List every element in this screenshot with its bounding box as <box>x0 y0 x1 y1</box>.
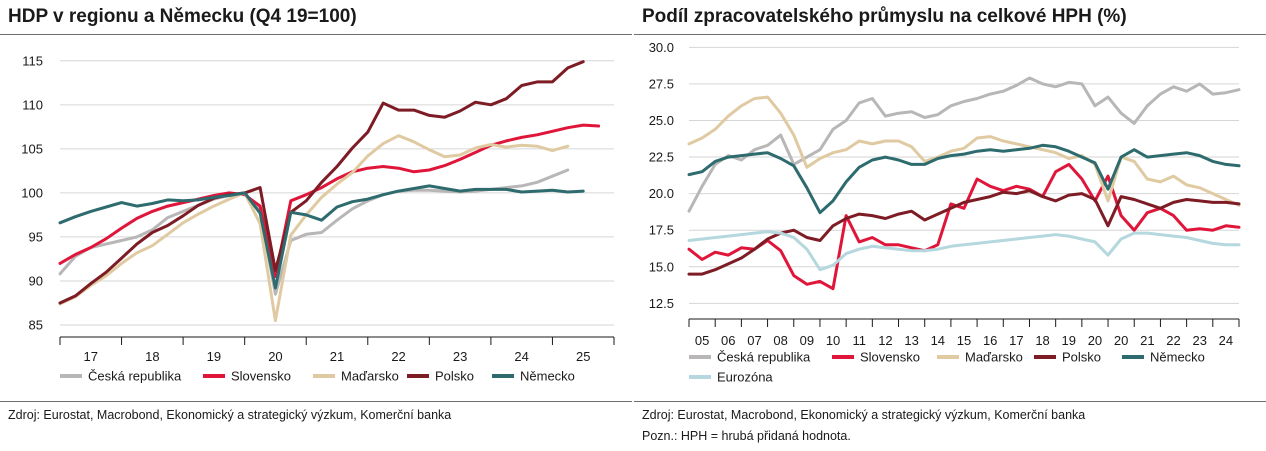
x-tick-label: 14 <box>931 333 945 348</box>
legend-label: Česká republika <box>88 369 182 384</box>
x-tick-label: 23 <box>453 349 467 364</box>
x-tick-label: 23 <box>1192 333 1206 348</box>
right-line-chart: 12.5 15.0 17.5 20.0 22.5 25.0 27.5 30.0 05 06 07 08… <box>649 40 1241 385</box>
y-tick-label: 15.0 <box>649 259 674 274</box>
series-line <box>58 123 601 279</box>
x-tick-label: 09 <box>800 333 814 348</box>
x-tick-label: 07 <box>747 333 761 348</box>
x-tick-label: 19 <box>207 349 221 364</box>
x-tick-label: 16 <box>983 333 997 348</box>
y-tick-label: 90 <box>29 273 43 288</box>
x-tick-label: 20 <box>268 349 282 364</box>
x-tick-label: 11 <box>852 333 866 348</box>
x-tick-label: 13 <box>904 333 918 348</box>
x-tick-label: 24 <box>514 349 528 364</box>
legend-label: Polsko <box>435 369 474 384</box>
legend-label: Slovensko <box>860 350 920 365</box>
series-line <box>687 76 1241 213</box>
x-tick-label: 20 <box>1088 333 1102 348</box>
series-line <box>58 134 570 323</box>
legend-label: Slovensko <box>231 369 291 384</box>
left-source-text: Zdroj: Eurostat, Macrobond, Ekonomický a… <box>8 408 452 422</box>
series-line <box>687 230 1241 272</box>
x-tick-label: 22 <box>1166 333 1180 348</box>
right-chart-title: Podíl zpracovatelského průmyslu na celko… <box>642 6 1127 27</box>
x-tick-label: 10 <box>826 333 840 348</box>
right-bottom-divider <box>634 401 1266 402</box>
right-source-text: Zdroj: Eurostat, Macrobond, Ekonomický a… <box>642 408 1086 422</box>
legend-label: Německo <box>520 369 575 384</box>
y-tick-label: 12.5 <box>649 296 674 311</box>
x-tick-label: 20 <box>1114 333 1128 348</box>
y-tick-label: 95 <box>29 229 43 244</box>
left-chart-panel: HDP v regionu a Německu (Q4 19=100) 85 90… <box>0 0 632 451</box>
x-tick-label: 25 <box>576 349 590 364</box>
left-line-chart: 85 90 95 100 105 110 115 17 18 19 20 21 22 23 24 25 Česk… <box>21 53 615 384</box>
left-chart-title: HDP v regionu a Německu (Q4 19=100) <box>8 6 357 27</box>
series-line <box>58 184 585 290</box>
left-title-divider <box>0 34 632 35</box>
y-tick-label: 105 <box>21 141 43 156</box>
legend-label: Maďarsko <box>965 350 1023 365</box>
legend-label: Polsko <box>1062 350 1101 365</box>
x-tick-label: 05 <box>695 333 709 348</box>
y-tick-label: 100 <box>21 185 43 200</box>
x-tick-label: 18 <box>145 349 159 364</box>
y-tick-label: 85 <box>29 318 43 333</box>
y-tick-label: 22.5 <box>649 150 674 165</box>
x-tick-label: 19 <box>1062 333 1076 348</box>
series-line <box>687 162 1241 291</box>
right-chart-panel: Podíl zpracovatelského průmyslu na celko… <box>634 0 1266 451</box>
legend-label: Maďarsko <box>341 369 399 384</box>
y-tick-label: 17.5 <box>649 223 674 238</box>
x-tick-label: 15 <box>957 333 971 348</box>
x-tick-label: 12 <box>878 333 892 348</box>
y-tick-label: 20.0 <box>649 186 674 201</box>
legend-label: Česká republika <box>717 350 811 365</box>
series-line <box>687 95 1241 207</box>
left-bottom-divider <box>0 401 632 402</box>
y-tick-label: 27.5 <box>649 76 674 91</box>
y-tick-label: 110 <box>22 97 43 112</box>
y-tick-label: 115 <box>22 53 43 68</box>
y-tick-label: 30.0 <box>649 40 674 55</box>
x-tick-label: 18 <box>1035 333 1049 348</box>
x-tick-label: 21 <box>1140 333 1154 348</box>
right-note-text: Pozn.: HPH = hrubá přidaná hodnota. <box>642 429 851 443</box>
series-line <box>58 60 585 305</box>
series-line <box>687 143 1241 215</box>
right-title-divider <box>634 34 1266 35</box>
x-tick-label: 24 <box>1219 333 1233 348</box>
legend-label: Německo <box>1150 350 1205 365</box>
x-tick-label: 21 <box>330 349 344 364</box>
x-tick-label: 08 <box>773 333 787 348</box>
x-tick-label: 17 <box>84 349 98 364</box>
y-tick-label: 25.0 <box>649 113 674 128</box>
x-tick-label: 06 <box>721 333 735 348</box>
x-tick-label: 17 <box>1009 333 1023 348</box>
legend-label: Eurozóna <box>717 370 773 385</box>
x-tick-label: 22 <box>391 349 405 364</box>
